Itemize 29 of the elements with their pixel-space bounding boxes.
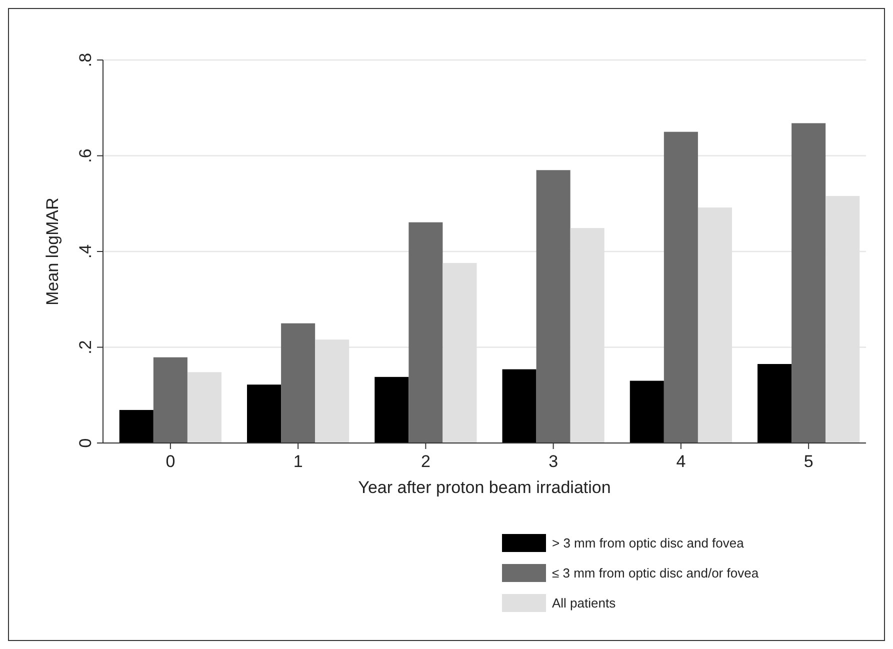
legend-label: All patients: [552, 596, 616, 610]
bar: [630, 380, 664, 443]
bar: [408, 222, 443, 443]
x-tick-label: 4: [676, 452, 686, 471]
x-tick-label: 5: [804, 452, 814, 471]
x-tick-label: 3: [548, 452, 558, 471]
bar: [281, 323, 316, 443]
bar: [664, 132, 698, 443]
bar: [374, 376, 409, 443]
bar: [536, 170, 570, 443]
y-tick-label: .8: [76, 52, 95, 68]
x-tick-label: 2: [420, 452, 430, 471]
bar: [758, 364, 792, 443]
y-tick-label: .6: [76, 148, 95, 163]
legend-label: > 3 mm from optic disc and fovea: [552, 536, 745, 550]
x-axis-title: Year after proton beam irradiation: [358, 478, 611, 497]
bar: [187, 372, 222, 443]
y-axis-title: Mean logMAR: [43, 198, 62, 306]
bar: [247, 384, 282, 443]
bar: [119, 410, 154, 443]
x-tick-label: 0: [166, 452, 176, 471]
x-tick-label: 1: [293, 452, 303, 471]
y-tick-label: 0: [76, 438, 95, 448]
bar: [792, 123, 826, 443]
y-tick-label: .2: [76, 340, 95, 354]
bar: [153, 357, 188, 443]
legend-label: ≤ 3 mm from optic disc and/or fovea: [552, 566, 760, 580]
bar: [502, 369, 536, 443]
y-tick-label: .4: [76, 244, 95, 259]
